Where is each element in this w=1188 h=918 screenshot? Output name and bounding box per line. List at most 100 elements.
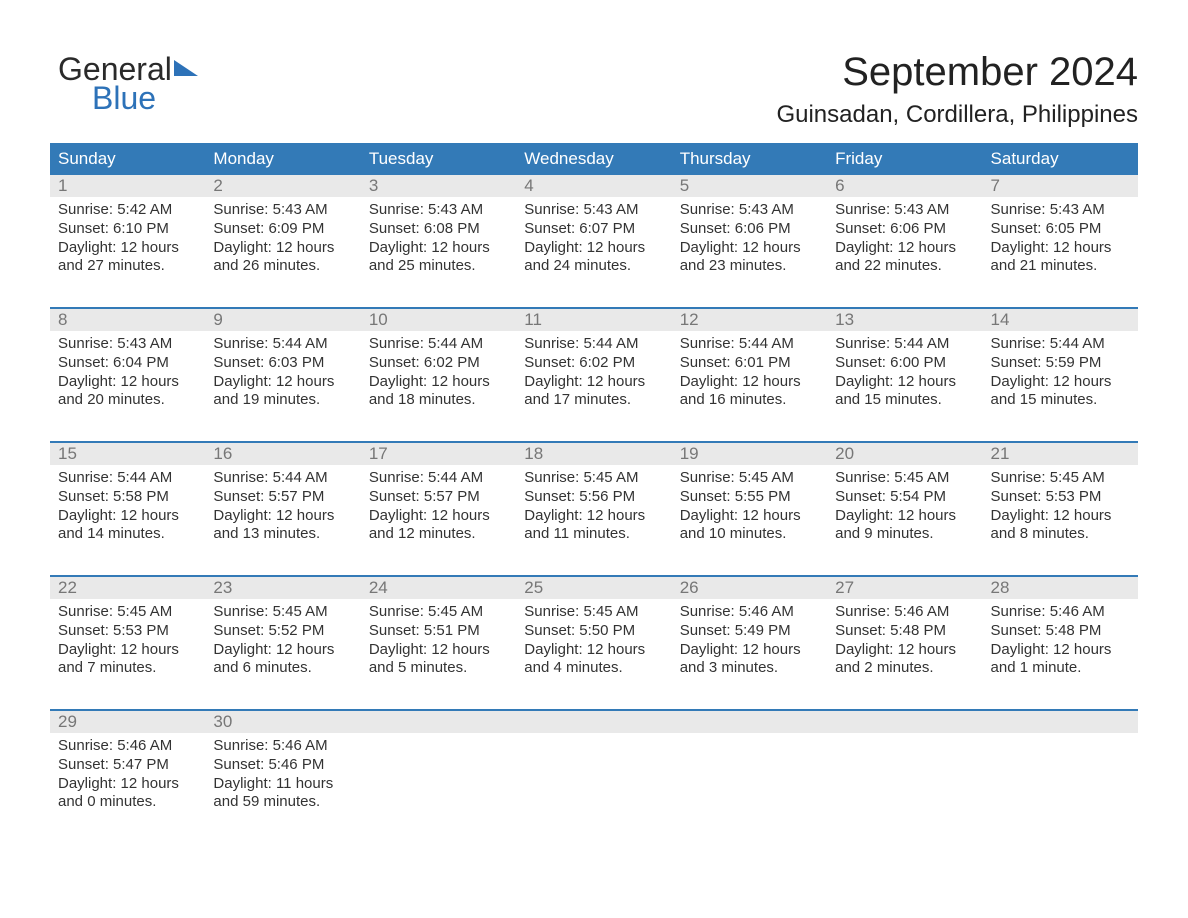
day-d2: and 9 minutes. [835,525,974,544]
day-d2: and 2 minutes. [835,659,974,678]
day-sunset: Sunset: 5:51 PM [369,622,508,641]
page-header: September 2024 Guinsadan, Cordillera, Ph… [50,50,1138,129]
day-cell: Sunrise: 5:44 AMSunset: 6:02 PMDaylight:… [516,331,671,441]
day-d2: and 3 minutes. [680,659,819,678]
day-cell: Sunrise: 5:45 AMSunset: 5:55 PMDaylight:… [672,465,827,575]
day-number: 25 [516,577,671,599]
day-d1: Daylight: 12 hours [524,239,663,258]
logo-flag-icon [174,60,198,76]
day-cell: Sunrise: 5:42 AMSunset: 6:10 PMDaylight:… [50,197,205,307]
day-sunset: Sunset: 5:57 PM [369,488,508,507]
day-d2: and 17 minutes. [524,391,663,410]
day-sunrise: Sunrise: 5:46 AM [680,603,819,622]
week-body-row: Sunrise: 5:42 AMSunset: 6:10 PMDaylight:… [50,197,1138,307]
day-cell: Sunrise: 5:45 AMSunset: 5:52 PMDaylight:… [205,599,360,709]
day-cell [827,733,982,843]
day-sunrise: Sunrise: 5:44 AM [369,469,508,488]
page-subtitle: Guinsadan, Cordillera, Philippines [50,101,1138,129]
day-d1: Daylight: 12 hours [369,507,508,526]
day-sunrise: Sunrise: 5:46 AM [835,603,974,622]
week-body-row: Sunrise: 5:46 AMSunset: 5:47 PMDaylight:… [50,733,1138,843]
day-number [827,711,982,733]
day-number: 5 [672,175,827,197]
day-cell: Sunrise: 5:43 AMSunset: 6:04 PMDaylight:… [50,331,205,441]
day-number: 24 [361,577,516,599]
day-sunset: Sunset: 5:53 PM [991,488,1130,507]
daynum-row: 22232425262728 [50,577,1138,599]
day-cell: Sunrise: 5:44 AMSunset: 6:00 PMDaylight:… [827,331,982,441]
day-sunrise: Sunrise: 5:45 AM [835,469,974,488]
day-d2: and 6 minutes. [213,659,352,678]
day-d1: Daylight: 12 hours [835,373,974,392]
day-sunset: Sunset: 6:09 PM [213,220,352,239]
day-d1: Daylight: 12 hours [680,507,819,526]
day-sunrise: Sunrise: 5:45 AM [369,603,508,622]
day-cell: Sunrise: 5:43 AMSunset: 6:06 PMDaylight:… [672,197,827,307]
day-sunrise: Sunrise: 5:45 AM [58,603,197,622]
day-d1: Daylight: 12 hours [680,373,819,392]
day-number: 10 [361,309,516,331]
day-d1: Daylight: 12 hours [58,775,197,794]
day-sunrise: Sunrise: 5:44 AM [58,469,197,488]
day-sunrise: Sunrise: 5:43 AM [524,201,663,220]
day-d2: and 13 minutes. [213,525,352,544]
day-number: 7 [983,175,1138,197]
day-sunset: Sunset: 5:53 PM [58,622,197,641]
day-sunrise: Sunrise: 5:43 AM [835,201,974,220]
day-number: 8 [50,309,205,331]
day-cell: Sunrise: 5:46 AMSunset: 5:48 PMDaylight:… [827,599,982,709]
dow-wednesday: Wednesday [516,143,671,175]
day-sunset: Sunset: 5:48 PM [835,622,974,641]
day-number: 11 [516,309,671,331]
day-number: 3 [361,175,516,197]
day-d1: Daylight: 12 hours [524,373,663,392]
day-cell [672,733,827,843]
day-sunset: Sunset: 5:47 PM [58,756,197,775]
day-d2: and 22 minutes. [835,257,974,276]
day-d1: Daylight: 12 hours [835,641,974,660]
day-d2: and 12 minutes. [369,525,508,544]
day-d1: Daylight: 12 hours [680,239,819,258]
day-sunrise: Sunrise: 5:45 AM [680,469,819,488]
day-number: 4 [516,175,671,197]
day-d2: and 15 minutes. [835,391,974,410]
calendar: Sunday Monday Tuesday Wednesday Thursday… [50,143,1138,843]
dow-tuesday: Tuesday [361,143,516,175]
day-d2: and 21 minutes. [991,257,1130,276]
day-sunset: Sunset: 6:10 PM [58,220,197,239]
day-number: 13 [827,309,982,331]
day-number: 26 [672,577,827,599]
day-d2: and 15 minutes. [991,391,1130,410]
day-d2: and 1 minute. [991,659,1130,678]
day-d2: and 0 minutes. [58,793,197,812]
day-number [361,711,516,733]
day-sunset: Sunset: 6:02 PM [369,354,508,373]
day-d2: and 4 minutes. [524,659,663,678]
day-d1: Daylight: 12 hours [991,641,1130,660]
day-d1: Daylight: 12 hours [213,507,352,526]
day-sunset: Sunset: 6:06 PM [680,220,819,239]
day-sunrise: Sunrise: 5:43 AM [991,201,1130,220]
day-sunset: Sunset: 6:03 PM [213,354,352,373]
daynum-row: 1234567 [50,175,1138,197]
day-d2: and 5 minutes. [369,659,508,678]
logo: General Blue [58,55,198,113]
day-cell: Sunrise: 5:44 AMSunset: 5:59 PMDaylight:… [983,331,1138,441]
daynum-row: 2930 [50,711,1138,733]
day-d1: Daylight: 12 hours [680,641,819,660]
day-number: 30 [205,711,360,733]
day-sunrise: Sunrise: 5:46 AM [58,737,197,756]
page-title: September 2024 [50,50,1138,95]
day-cell [983,733,1138,843]
day-d1: Daylight: 12 hours [369,239,508,258]
day-sunrise: Sunrise: 5:43 AM [58,335,197,354]
day-d2: and 10 minutes. [680,525,819,544]
day-cell: Sunrise: 5:44 AMSunset: 5:58 PMDaylight:… [50,465,205,575]
day-number: 17 [361,443,516,465]
day-sunrise: Sunrise: 5:44 AM [680,335,819,354]
day-d1: Daylight: 12 hours [991,373,1130,392]
day-d2: and 59 minutes. [213,793,352,812]
day-sunrise: Sunrise: 5:45 AM [213,603,352,622]
day-sunrise: Sunrise: 5:45 AM [524,469,663,488]
day-sunset: Sunset: 5:48 PM [991,622,1130,641]
